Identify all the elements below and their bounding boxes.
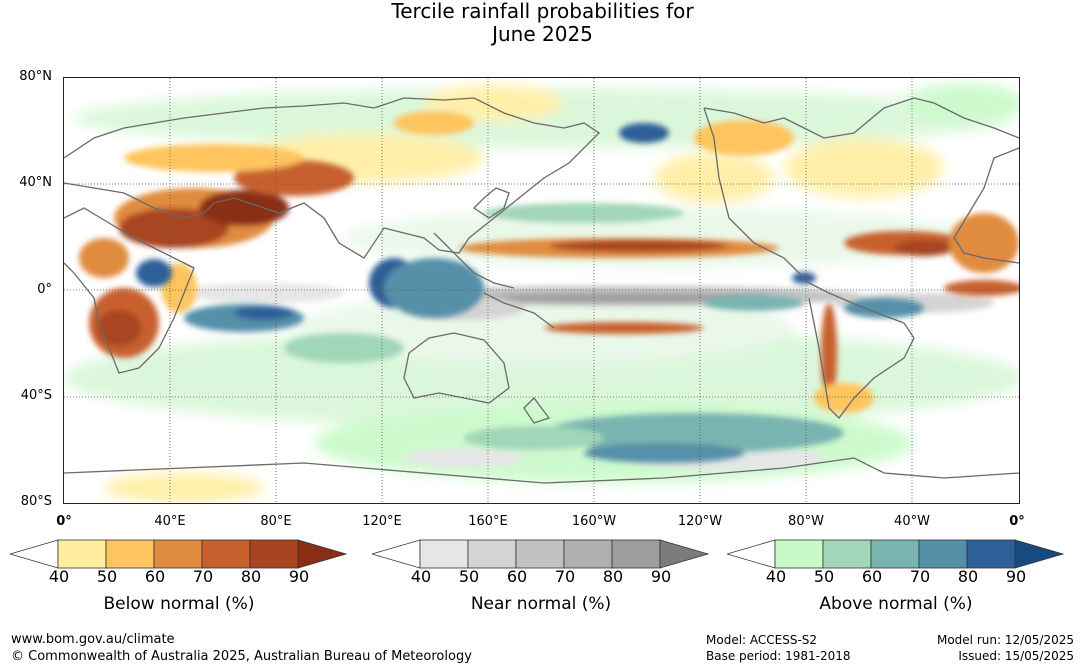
colorbar-swatch — [201, 539, 251, 569]
colorbar-arrow-low — [725, 539, 776, 569]
issued-date: Issued: 15/05/2025 — [958, 649, 1074, 663]
colorbar-arrow-high — [1014, 539, 1065, 569]
near-tick-40: 40 — [410, 567, 432, 586]
base-period: Base period: 1981-2018 — [706, 649, 851, 663]
lon-label-40e: 40°E — [154, 514, 186, 529]
lon-label-120w: 120°W — [677, 514, 723, 529]
coastlines — [64, 97, 1019, 484]
above-normal-areas — [136, 123, 924, 463]
colorbar-swatch — [249, 539, 299, 569]
colorbar-title-below: Below normal (%) — [103, 594, 255, 614]
lat-label-80n: 80°N — [19, 69, 52, 84]
lon-label-0-west: 0° — [56, 514, 72, 529]
model-run-date: Model run: 12/05/2025 — [936, 633, 1074, 647]
model-name: Model: ACCESS-S2 — [706, 633, 818, 647]
lon-label-120e: 120°E — [362, 514, 402, 529]
below-tick-40: 40 — [48, 567, 70, 586]
footer-dates: Model run: 12/05/2025 Issued: 15/05/2025 — [937, 632, 1074, 664]
colorbar-arrow-low — [8, 539, 59, 569]
colorbar-below-normal — [8, 538, 350, 574]
below-tick-60: 60 — [144, 567, 166, 586]
above-tick-50: 50 — [813, 567, 835, 586]
lat-label-40s: 40°S — [20, 388, 52, 403]
above-tick-80: 80 — [957, 567, 979, 586]
colorbar-swatch — [467, 539, 517, 569]
lat-label-0: 0° — [37, 282, 52, 297]
colorbar-swatch — [822, 539, 872, 569]
near-tick-60: 60 — [506, 567, 528, 586]
bom-url: www.bom.gov.au/climate — [11, 632, 175, 647]
lon-label-40w: 40°W — [894, 514, 930, 529]
map-canvas — [64, 78, 1019, 503]
colorbar-swatch — [563, 539, 613, 569]
colorbar-arrow-high — [297, 539, 348, 569]
colorbar-arrow-low — [370, 539, 421, 569]
above-tick-40: 40 — [765, 567, 787, 586]
colorbar-swatch — [419, 539, 469, 569]
colorbar-above-swatches — [725, 539, 1065, 569]
colorbar-swatch — [774, 539, 824, 569]
colorbar-swatch — [515, 539, 565, 569]
colorbar-arrow-high — [659, 539, 710, 569]
colorbar-swatch — [611, 539, 661, 569]
colorbar-swatch — [105, 539, 155, 569]
colorbar-above-normal — [725, 538, 1067, 574]
footer-left: www.bom.gov.au/climate © Commonwealth of… — [11, 631, 472, 665]
lon-label-80e: 80°E — [260, 514, 292, 529]
rainfall-probability-map — [63, 77, 1020, 504]
footer-model: Model: ACCESS-S2 Base period: 1981-2018 — [706, 632, 851, 664]
near-tick-80: 80 — [602, 567, 624, 586]
copyright: © Commonwealth of Australia 2025, Austra… — [11, 649, 472, 664]
near-tick-70: 70 — [554, 567, 576, 586]
lon-label-0-east: 0° — [1009, 514, 1025, 529]
below-tick-70: 70 — [192, 567, 214, 586]
colorbar-title-near: Near normal (%) — [470, 594, 612, 614]
above-tick-70: 70 — [909, 567, 931, 586]
above-tick-90: 90 — [1005, 567, 1027, 586]
colorbar-title-above: Above normal (%) — [819, 594, 973, 614]
colorbar-swatch — [153, 539, 203, 569]
near-tick-50: 50 — [458, 567, 480, 586]
lon-label-80w: 80°W — [788, 514, 824, 529]
lon-label-160e: 160°E — [468, 514, 508, 529]
colorbar-near-swatches — [370, 539, 710, 569]
colorbar-swatch — [918, 539, 968, 569]
below-tick-50: 50 — [96, 567, 118, 586]
lat-label-80s: 80°S — [20, 494, 52, 509]
colorbar-near-normal — [370, 538, 712, 574]
title-line-1: Tercile rainfall probabilities for — [391, 0, 694, 23]
below-tick-90: 90 — [288, 567, 310, 586]
above-tick-60: 60 — [861, 567, 883, 586]
map-title: Tercile rainfall probabilities for June … — [0, 0, 1085, 46]
near-tick-90: 90 — [650, 567, 672, 586]
colorbar-swatch — [57, 539, 107, 569]
colorbar-swatch — [870, 539, 920, 569]
graticule — [64, 78, 1019, 503]
lon-label-160w: 160°W — [571, 514, 617, 529]
below-tick-80: 80 — [240, 567, 262, 586]
colorbar-swatch — [966, 539, 1016, 569]
colorbar-below-swatches — [8, 539, 348, 569]
lat-label-40n: 40°N — [19, 175, 52, 190]
title-line-2: June 2025 — [492, 22, 593, 46]
